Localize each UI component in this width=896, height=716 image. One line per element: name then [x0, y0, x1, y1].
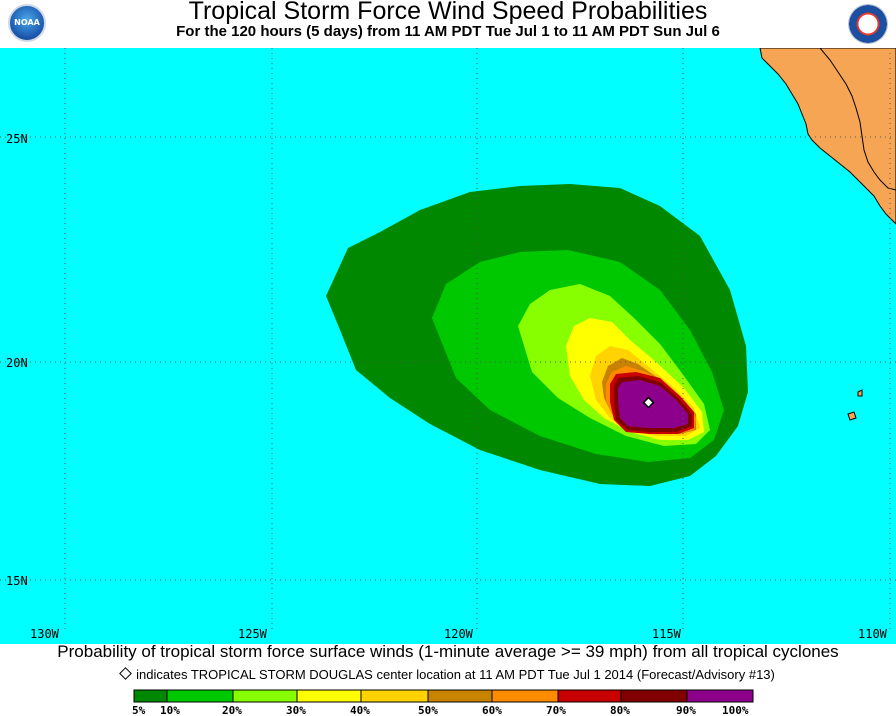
lon-label-110w: 110W — [858, 627, 888, 641]
legend-label-30: 30% — [286, 704, 306, 716]
legend-swatch-70-80 — [557, 689, 622, 703]
storm-indicator-text: indicates TROPICAL STORM DOUGLAS center … — [136, 667, 775, 682]
legend-label-20: 20% — [222, 704, 242, 716]
legend-swatch-10-20 — [166, 689, 234, 703]
header: NOAA Tropical Storm Force Wind Speed Pro… — [0, 0, 896, 48]
storm-diamond-icon — [119, 667, 133, 680]
lat-label-20n: 20N — [6, 356, 28, 370]
legend-swatch-5-10 — [133, 689, 168, 703]
lon-label-130w: 130W — [30, 627, 60, 641]
storm-center-marker — [642, 396, 655, 409]
legend-swatch-30-40 — [296, 689, 362, 703]
island-1 — [857, 389, 863, 397]
noaa-logo-text: NOAA — [14, 18, 40, 27]
lon-label-120w: 120W — [444, 627, 474, 641]
lon-label-115w: 115W — [652, 627, 682, 641]
legend-swatch-90-100 — [686, 689, 754, 703]
legend-label-60: 60% — [482, 704, 502, 716]
island-2 — [847, 411, 857, 421]
lon-label-125w: 125W — [238, 627, 268, 641]
legend-label-5: 5% — [132, 704, 146, 716]
legend-label-70: 70% — [546, 704, 566, 716]
lat-label-25n: 25N — [6, 132, 28, 146]
grid-lines — [0, 48, 896, 630]
noaa-logo: NOAA — [8, 4, 46, 42]
land-mainland — [819, 48, 896, 191]
map-title: Tropical Storm Force Wind Speed Probabil… — [188, 0, 708, 25]
legend-label-40: 40% — [350, 704, 370, 716]
legend-swatch-20-30 — [232, 689, 298, 703]
legend-label-50: 50% — [418, 704, 438, 716]
legend-swatch-50-60 — [427, 689, 493, 703]
probability-legend: 5% 10% 20% 30% 40% 50% 60% 70% 80% 90% 1… — [132, 689, 754, 716]
legend-swatch-40-50 — [360, 689, 429, 703]
map-subtitle: For the 120 hours (5 days) from 11 AM PD… — [176, 23, 720, 40]
legend-swatch-80-90 — [620, 689, 688, 703]
legend-swatch-60-70 — [491, 689, 559, 703]
legend-label-10: 10% — [160, 704, 180, 716]
probability-map: 25N 20N 15N 130W 125W 120W 115W 110W — [0, 48, 896, 644]
legend-label-90: 90% — [676, 704, 696, 716]
lat-label-15n: 15N — [6, 574, 28, 588]
legend-label-80: 80% — [610, 704, 630, 716]
nws-logo — [848, 4, 888, 44]
legend-label-100: 100% — [722, 704, 749, 716]
map-caption: Probability of tropical storm force surf… — [57, 642, 839, 661]
storm-indicator-line: indicates TROPICAL STORM DOUGLAS center … — [0, 667, 896, 682]
